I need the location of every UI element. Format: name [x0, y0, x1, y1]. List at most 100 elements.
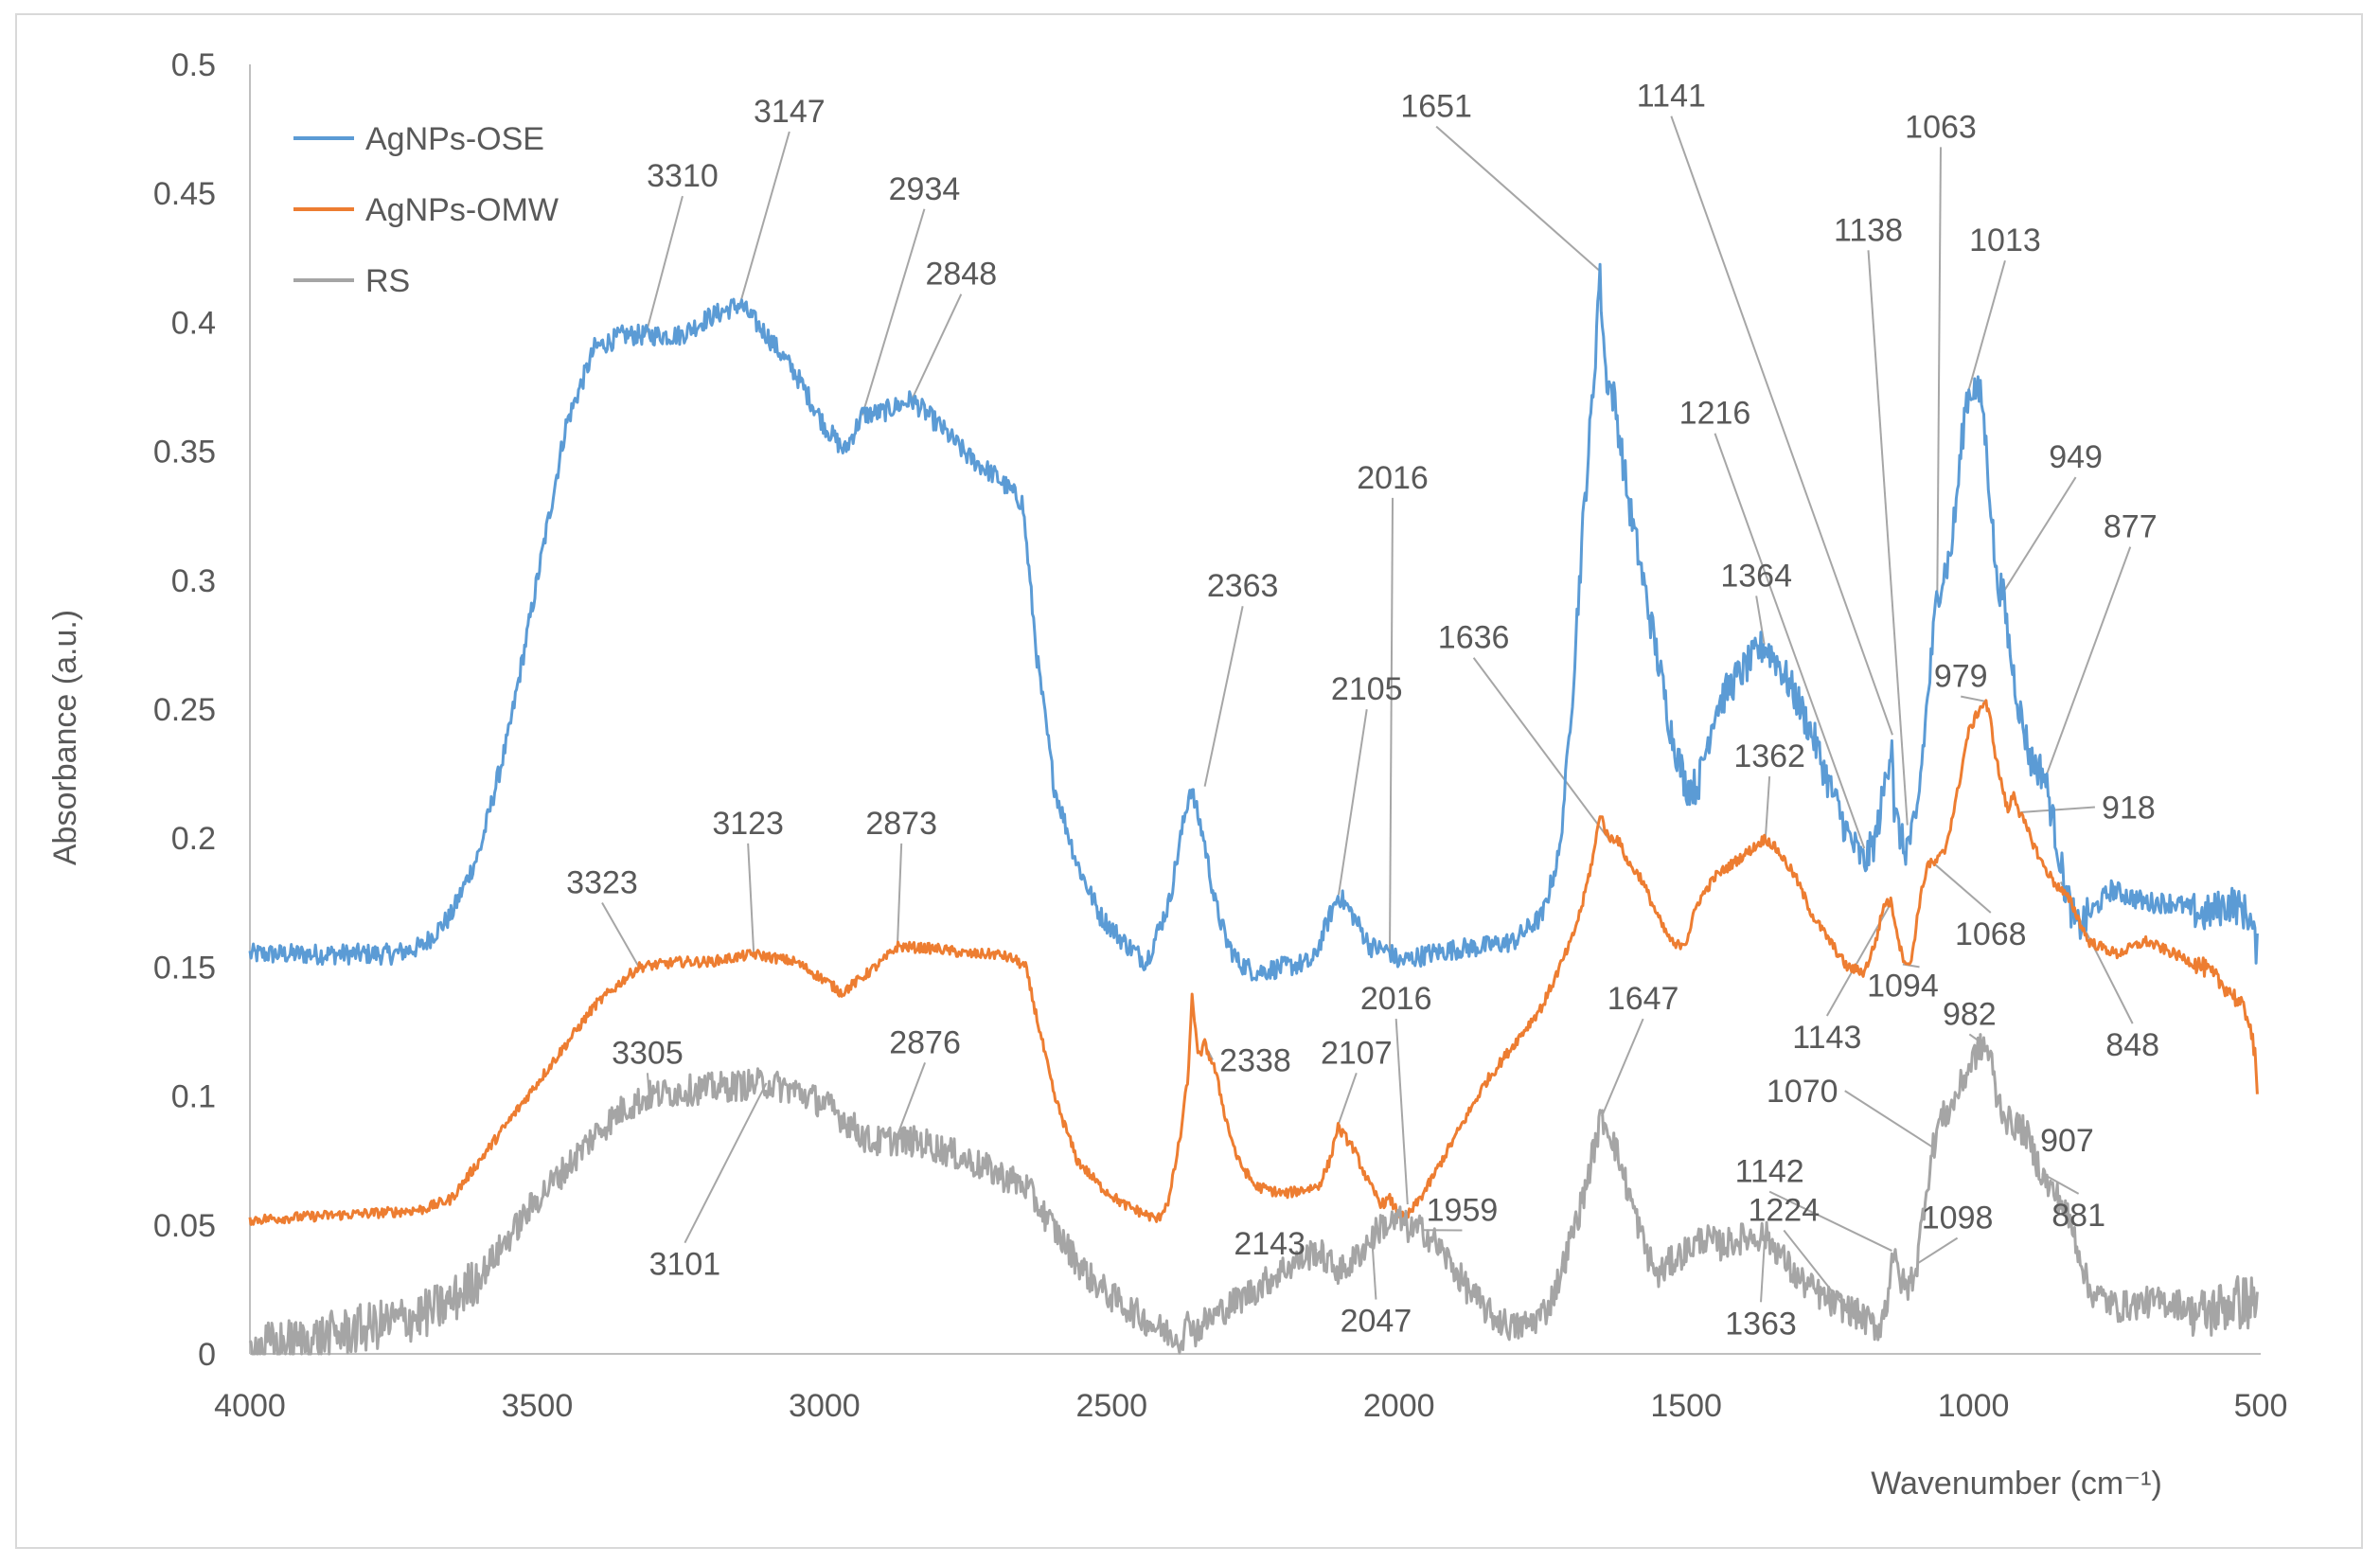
annotation-leader	[1435, 125, 1601, 272]
peak-label: 1224	[1748, 1192, 1820, 1228]
annotation-leader	[747, 843, 755, 954]
annotation-leader	[645, 195, 684, 333]
peak-label: 1068	[1955, 916, 2027, 952]
annotation-leader	[1394, 1019, 1409, 1205]
annotation-leader	[684, 1082, 768, 1244]
annotation-leader	[738, 131, 790, 305]
annotation-leader	[1714, 433, 1866, 849]
peak-label: 1098	[1922, 1200, 1994, 1236]
peak-label: 2047	[1341, 1304, 1412, 1340]
peak-label: 3323	[566, 865, 638, 901]
peak-label: 877	[2104, 509, 2158, 545]
peak-label: 848	[2105, 1027, 2159, 1063]
peak-label: 1636	[1438, 620, 1510, 656]
annotation-leader	[895, 1062, 926, 1141]
peak-label: 3101	[649, 1247, 721, 1283]
peak-label: 3310	[647, 158, 719, 194]
peak-label: 1959	[1427, 1192, 1499, 1228]
peak-label: 2848	[925, 257, 997, 293]
peak-label: 2016	[1360, 981, 1432, 1017]
annotation-leader	[1472, 657, 1609, 839]
peak-label: 1070	[1767, 1074, 1838, 1110]
annotation-leader	[1338, 709, 1368, 896]
annotation-leader	[1964, 259, 2006, 400]
peak-label: 2338	[1219, 1042, 1291, 1078]
annotation-leader	[1768, 1190, 1892, 1252]
x-tick-label: 2000	[1363, 1388, 1435, 1424]
annotation-leader	[1867, 250, 1909, 826]
y-tick-label: 0.45	[153, 176, 216, 212]
peak-label: 3147	[754, 94, 826, 130]
peak-label: 3123	[712, 806, 784, 842]
peak-label: 1142	[1735, 1154, 1804, 1190]
annotation-leader-lines	[601, 116, 2134, 1308]
x-tick-label: 4000	[214, 1388, 286, 1424]
peak-label: 1651	[1400, 89, 1472, 125]
peak-label: 918	[2102, 791, 2156, 827]
peak-label: 2876	[889, 1024, 961, 1060]
peak-label: 979	[1934, 659, 1988, 695]
annotation-leader	[1755, 596, 1766, 646]
x-tick-label: 500	[2234, 1388, 2288, 1424]
peak-label: 2934	[889, 171, 961, 207]
series-line-rs	[248, 1033, 2259, 1356]
annotation-leader	[1389, 497, 1394, 952]
peak-label: 1141	[1637, 79, 1706, 115]
x-tick-label: 3500	[502, 1388, 574, 1424]
y-tick-label: 0.1	[171, 1079, 216, 1115]
x-tick-label: 1500	[1650, 1388, 1722, 1424]
series-line-agnps-omw	[248, 699, 2259, 1226]
annotation-leader	[861, 208, 926, 416]
chart-frame: 0 0.05 0.1 0.15 0.2 0.25 0.3 0.35 0.4 0.45 0.5 400…	[15, 13, 2363, 1549]
x-tick-label: 1000	[1938, 1388, 2010, 1424]
peak-label: 2143	[1234, 1226, 1305, 1262]
y-tick-label: 0.15	[153, 950, 216, 986]
peak-label: 2107	[1321, 1035, 1393, 1071]
peak-label: 907	[2040, 1123, 2094, 1159]
annotation-leader	[1933, 863, 1992, 914]
peak-label: 1063	[1905, 109, 1977, 145]
annotation-leader	[2001, 476, 2077, 594]
annotation-leader	[1670, 116, 1893, 736]
peak-label: 982	[1943, 996, 1997, 1032]
annotation-leader	[1764, 775, 1771, 839]
peak-label: 1364	[1720, 558, 1792, 594]
y-tick-label: 0.5	[171, 47, 216, 83]
x-axis-label: Wavenumber (cm⁻¹)	[1871, 1466, 2162, 1502]
y-tick-label: 0.35	[153, 435, 216, 471]
y-tick-labels: 0 0.05 0.1 0.15 0.2 0.25 0.3 0.35 0.4 0.45 0.5	[153, 47, 216, 1373]
peak-label: 1647	[1607, 981, 1679, 1017]
ftir-spectrum-chart: 0 0.05 0.1 0.15 0.2 0.25 0.3 0.35 0.4 0.45 0.5 400…	[47, 47, 2287, 1502]
annotation-leader	[1336, 1072, 1358, 1128]
peak-label: 1094	[1867, 968, 1939, 1004]
peak-label: 881	[2051, 1198, 2105, 1234]
annotation-leader	[2043, 546, 2132, 782]
y-tick-label: 0.4	[171, 305, 216, 341]
peak-label: 2363	[1207, 568, 1279, 604]
annotation-leader	[1961, 695, 1986, 702]
x-tick-labels: 4000 3500 3000 2500 2000 1500 1000 500	[214, 1388, 2287, 1424]
peak-label: 1363	[1725, 1306, 1797, 1342]
legend-label: AgNPs-OSE	[365, 121, 544, 157]
annotation-leader	[1844, 1090, 1934, 1148]
peak-label: 1143	[1792, 1020, 1861, 1056]
peak-label: 1138	[1834, 212, 1903, 248]
y-axis-label: Absorbance (a.u.)	[47, 610, 83, 865]
legend-label: AgNPs-OMW	[365, 192, 559, 228]
annotation-leader	[1916, 1236, 1959, 1265]
x-tick-label: 2500	[1075, 1388, 1147, 1424]
annotation-leader	[911, 293, 963, 400]
annotation-leader	[601, 902, 640, 968]
y-tick-label: 0.2	[171, 821, 216, 857]
peak-label: 1362	[1733, 738, 1805, 774]
y-tick-label: 0	[198, 1337, 216, 1373]
series-line-agnps-ose	[248, 262, 2259, 982]
peak-label: 949	[2049, 439, 2103, 475]
annotation-leader	[1203, 606, 1244, 787]
y-tick-label: 0.25	[153, 692, 216, 728]
annotation-leader	[896, 843, 903, 947]
x-tick-label: 3000	[789, 1388, 861, 1424]
annotation-leader	[1601, 1018, 1644, 1117]
peak-label: 3305	[612, 1035, 684, 1071]
legend: AgNPs-OSE AgNPs-OMW RS	[293, 121, 559, 299]
